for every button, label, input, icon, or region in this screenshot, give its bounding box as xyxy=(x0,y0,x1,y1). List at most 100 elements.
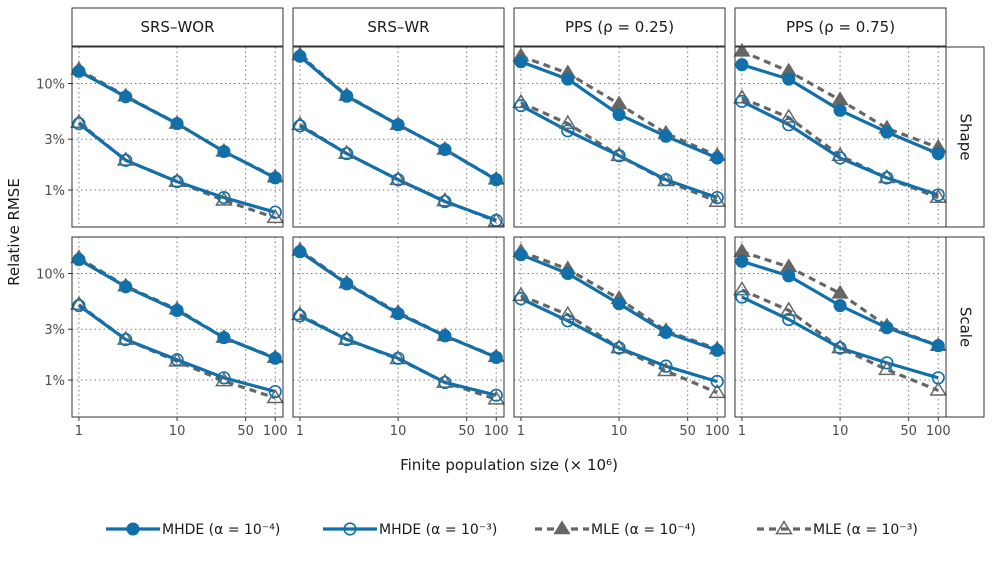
y-tick-label: 3% xyxy=(44,323,65,338)
data-point xyxy=(70,295,88,311)
x-tick-label: 50 xyxy=(900,424,917,439)
x-tick-label: 10 xyxy=(390,424,407,439)
data-point xyxy=(657,361,675,377)
data-point xyxy=(436,192,454,207)
x-tick-label: 100 xyxy=(705,424,730,439)
data-point xyxy=(291,305,309,321)
data-point xyxy=(878,168,896,184)
data-point xyxy=(880,171,894,185)
data-point xyxy=(659,325,673,339)
facet-panel xyxy=(512,236,727,418)
data-point xyxy=(931,371,945,385)
data-point xyxy=(217,190,231,205)
column-strip-label: SRS–WOR xyxy=(140,18,214,36)
x-tick-label: 1 xyxy=(738,424,746,439)
data-point xyxy=(340,332,354,347)
column-strip xyxy=(734,7,947,47)
data-point xyxy=(514,292,528,306)
column-strip xyxy=(71,7,284,47)
data-point xyxy=(268,351,282,365)
data-point xyxy=(438,194,452,209)
data-point xyxy=(561,124,575,138)
x-tick-label: 1 xyxy=(75,424,83,439)
data-point xyxy=(612,149,626,163)
data-point xyxy=(659,173,673,187)
facet-panel xyxy=(291,46,506,228)
data-point xyxy=(170,175,184,189)
column-strip xyxy=(292,7,505,47)
data-point xyxy=(436,373,454,388)
y-tick-label: 1% xyxy=(44,184,65,199)
data-point xyxy=(561,266,575,281)
data-point xyxy=(610,146,628,162)
data-point xyxy=(880,356,894,370)
data-point xyxy=(391,118,405,132)
data-point xyxy=(710,190,724,205)
data-point xyxy=(391,173,405,187)
data-point xyxy=(119,280,133,294)
data-point xyxy=(733,42,751,57)
data-point xyxy=(337,330,356,345)
column-strip-label: SRS–WR xyxy=(367,18,429,36)
y-tick-label: 10% xyxy=(36,267,65,282)
data-point xyxy=(782,312,796,327)
column-strip-label: PPS (ρ = 0.25) xyxy=(565,18,674,36)
data-point xyxy=(831,284,849,299)
facet-panel xyxy=(70,236,285,418)
data-point xyxy=(391,307,405,321)
data-point xyxy=(561,72,575,86)
x-tick-label: 50 xyxy=(679,424,696,439)
data-point xyxy=(733,281,751,296)
data-point xyxy=(293,245,307,259)
data-point xyxy=(215,372,233,387)
x-tick-label: 10 xyxy=(832,424,849,439)
data-point xyxy=(514,99,528,113)
series-line xyxy=(77,122,276,214)
data-point xyxy=(340,146,354,161)
x-tick-label: 10 xyxy=(611,424,628,439)
data-point xyxy=(489,173,503,187)
data-point xyxy=(558,305,577,321)
data-point xyxy=(70,113,88,128)
data-point xyxy=(514,248,528,262)
data-point xyxy=(72,298,86,313)
data-point xyxy=(878,360,896,376)
data-point xyxy=(293,309,307,323)
legend-key-marker xyxy=(775,520,793,535)
data-point xyxy=(735,290,749,304)
data-point xyxy=(880,125,894,139)
facet-panel xyxy=(733,42,948,228)
series-line xyxy=(741,99,939,197)
data-point xyxy=(779,108,798,123)
legend-label: MLE (α = 10⁻⁴) xyxy=(591,522,696,538)
data-point xyxy=(489,388,503,402)
series-line xyxy=(520,104,718,200)
x-tick-label: 1 xyxy=(517,424,525,439)
legend-label: MHDE (α = 10⁻³) xyxy=(379,522,497,538)
data-point xyxy=(438,142,452,157)
data-point xyxy=(782,118,796,132)
data-point xyxy=(833,299,847,313)
data-point xyxy=(389,170,407,186)
data-point xyxy=(217,371,231,385)
y-tick-label: 10% xyxy=(36,77,65,92)
legend: MHDE (α = 10⁻⁴) MHDE (α = 10⁻³) MLE (α = 1… xyxy=(106,520,918,538)
data-point xyxy=(612,108,626,122)
data-point xyxy=(268,384,282,399)
data-point xyxy=(116,330,135,345)
data-point xyxy=(931,188,945,202)
data-point xyxy=(340,277,354,291)
data-point xyxy=(782,269,796,283)
data-point xyxy=(782,72,796,86)
data-point xyxy=(489,350,503,364)
data-point xyxy=(558,114,577,130)
data-point xyxy=(833,103,847,117)
data-point xyxy=(929,188,948,203)
data-point xyxy=(735,58,749,72)
data-point xyxy=(612,341,626,355)
legend-key-marker xyxy=(553,520,571,535)
data-point xyxy=(337,144,356,159)
data-point xyxy=(489,213,503,227)
series-line xyxy=(299,124,497,222)
series-line xyxy=(520,297,718,384)
